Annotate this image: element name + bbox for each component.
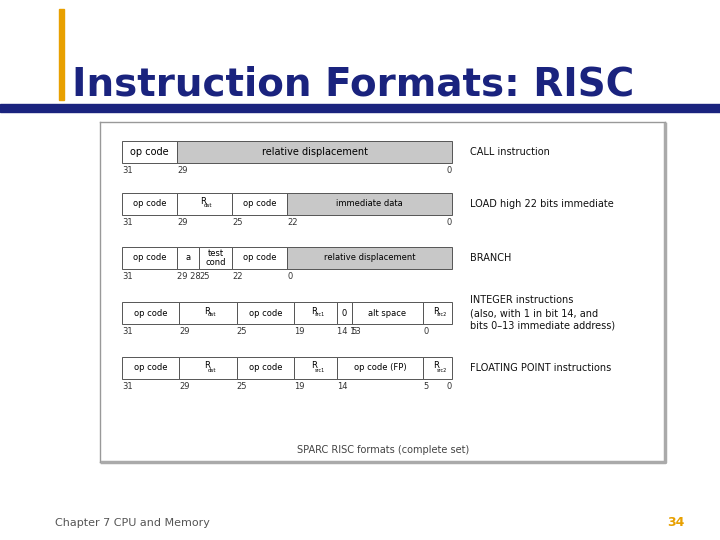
Text: op code (FP): op code (FP) <box>354 363 407 373</box>
Text: 34: 34 <box>667 516 685 530</box>
Text: 0: 0 <box>446 166 452 175</box>
Text: 25: 25 <box>237 327 247 336</box>
Text: BRANCH: BRANCH <box>470 253 511 263</box>
Bar <box>122 141 177 163</box>
Bar <box>177 141 452 163</box>
Text: a: a <box>186 253 191 262</box>
Bar <box>237 357 294 379</box>
Text: dst: dst <box>208 368 216 373</box>
Bar <box>423 357 452 379</box>
Text: R: R <box>433 307 438 315</box>
Text: relative displacement: relative displacement <box>324 253 415 262</box>
Bar <box>122 357 179 379</box>
Bar <box>287 193 452 215</box>
Text: R: R <box>311 361 317 370</box>
Text: 29: 29 <box>179 327 190 336</box>
Bar <box>179 357 237 379</box>
Text: op code: op code <box>248 308 282 318</box>
Text: SPARC RISC formats (complete set): SPARC RISC formats (complete set) <box>297 445 469 455</box>
Text: R: R <box>433 361 438 370</box>
Text: 22: 22 <box>232 272 243 281</box>
Bar <box>287 247 452 269</box>
Text: op code: op code <box>132 253 166 262</box>
Text: 25: 25 <box>199 272 210 281</box>
Text: 5: 5 <box>351 327 357 336</box>
Bar <box>199 247 232 269</box>
Text: src1: src1 <box>315 313 325 318</box>
Bar <box>179 302 237 324</box>
Text: op code: op code <box>243 199 276 208</box>
Text: 29 28: 29 28 <box>177 272 201 281</box>
Text: 0: 0 <box>446 218 452 227</box>
Text: 0: 0 <box>287 272 292 281</box>
Text: 0: 0 <box>446 382 452 391</box>
Text: 19: 19 <box>294 327 305 336</box>
Text: 31: 31 <box>122 218 132 227</box>
Text: INTEGER instructions
(also, with 1 in bit 14, and
bits 0–13 immediate address): INTEGER instructions (also, with 1 in bi… <box>470 295 615 331</box>
Text: LOAD high 22 bits immediate: LOAD high 22 bits immediate <box>470 199 613 209</box>
Text: dst: dst <box>208 313 216 318</box>
Text: 31: 31 <box>122 382 132 391</box>
Text: 25: 25 <box>237 382 247 391</box>
Text: op code: op code <box>243 253 276 262</box>
Text: 0: 0 <box>342 308 347 318</box>
Text: Instruction Formats: RISC: Instruction Formats: RISC <box>72 66 634 104</box>
Text: op code: op code <box>130 147 168 157</box>
Text: R: R <box>204 361 210 370</box>
Text: 25: 25 <box>232 218 243 227</box>
Text: 14: 14 <box>337 382 348 391</box>
Text: src2: src2 <box>436 368 447 373</box>
Text: 29: 29 <box>177 218 187 227</box>
Bar <box>337 302 351 324</box>
Text: 0: 0 <box>423 327 428 336</box>
Bar <box>122 302 179 324</box>
Text: 14 13: 14 13 <box>337 327 361 336</box>
Text: test
cond: test cond <box>205 248 226 267</box>
Text: 31: 31 <box>122 166 132 175</box>
Text: src2: src2 <box>436 313 447 318</box>
Bar <box>122 193 177 215</box>
Bar <box>232 193 287 215</box>
Text: R: R <box>204 307 210 315</box>
Text: Chapter 7 CPU and Memory: Chapter 7 CPU and Memory <box>55 518 210 528</box>
Text: CALL instruction: CALL instruction <box>470 147 550 157</box>
Text: immediate data: immediate data <box>336 199 403 208</box>
Text: R: R <box>201 198 207 206</box>
Bar <box>122 247 177 269</box>
Text: op code: op code <box>248 363 282 373</box>
Bar <box>337 357 423 379</box>
Text: op code: op code <box>134 363 168 373</box>
Text: 5: 5 <box>423 382 428 391</box>
Text: alt space: alt space <box>369 308 407 318</box>
Text: src1: src1 <box>315 368 325 373</box>
Text: 19: 19 <box>294 382 305 391</box>
Text: 29: 29 <box>179 382 190 391</box>
Bar <box>294 302 337 324</box>
Text: op code: op code <box>134 308 168 318</box>
Text: 22: 22 <box>287 218 297 227</box>
Text: 31: 31 <box>122 272 132 281</box>
Bar <box>351 302 423 324</box>
Bar <box>177 193 232 215</box>
Bar <box>423 302 452 324</box>
Text: dst: dst <box>204 204 212 208</box>
Text: op code: op code <box>132 199 166 208</box>
Text: FLOATING POINT instructions: FLOATING POINT instructions <box>470 363 611 373</box>
Bar <box>237 302 294 324</box>
Text: 29: 29 <box>177 166 187 175</box>
Bar <box>294 357 337 379</box>
Text: 31: 31 <box>122 327 132 336</box>
Text: R: R <box>311 307 317 315</box>
Bar <box>177 247 199 269</box>
Bar <box>232 247 287 269</box>
Text: relative displacement: relative displacement <box>261 147 367 157</box>
